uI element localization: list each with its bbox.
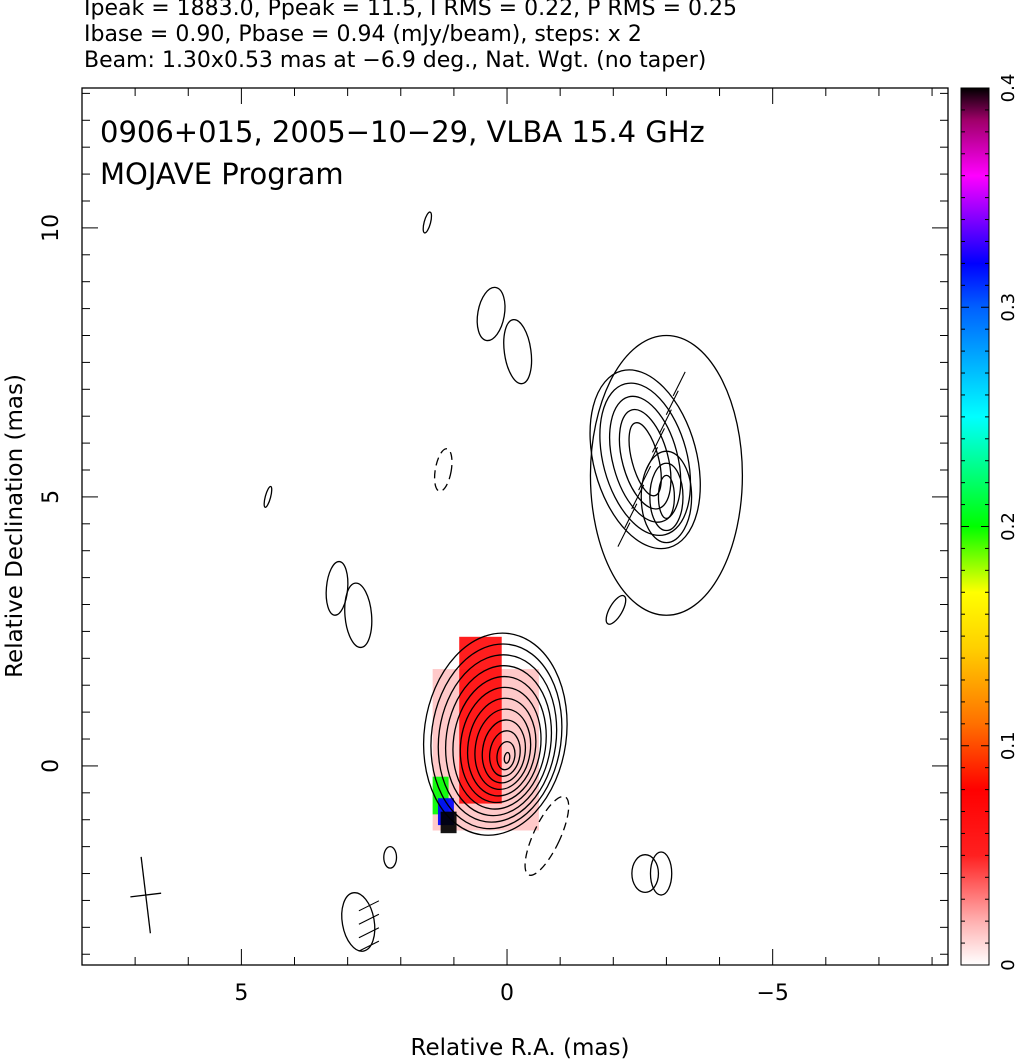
contour-isolated <box>344 582 373 649</box>
plot-frame <box>81 87 949 966</box>
polarization-vector <box>665 390 679 415</box>
polarization-vector <box>651 428 665 453</box>
contour-isolated <box>383 845 398 869</box>
contour-isolated <box>433 448 453 492</box>
contour-core <box>466 697 537 797</box>
contour-isolated <box>631 854 660 894</box>
contour-isolated <box>524 795 570 876</box>
colorbar-ticks: 0 0.1 0.2 0.3 0.4 <box>961 74 1019 971</box>
polarization-vector <box>638 465 652 491</box>
contour-core <box>496 741 516 771</box>
polarization-vector <box>658 409 672 434</box>
contour-core <box>422 632 568 836</box>
contour-core <box>474 708 532 791</box>
contour-isolated <box>263 485 273 508</box>
contour-jet-knot-b <box>640 450 693 544</box>
colorbar-tick-label: 0.3 <box>998 293 1019 322</box>
contour-jet-knot-a <box>599 382 692 537</box>
colorbar-tick-label: 0 <box>998 959 1019 970</box>
axis-ticks: 5 0 −5 0 5 10 <box>39 88 948 1006</box>
contour-isolated <box>503 318 533 385</box>
chart-subtitle: MOJAVE Program <box>100 157 344 191</box>
contour-core <box>437 654 558 823</box>
polarization-layer <box>432 636 539 834</box>
contour-layer <box>263 211 744 952</box>
polarization-vector <box>645 446 659 472</box>
contour-jet-knot-a <box>609 395 682 523</box>
beam-layer <box>130 856 162 934</box>
contour-core <box>444 665 553 817</box>
contour-jet-knot-a <box>628 422 662 497</box>
header-line-1: Ipeak = 1883.0, Ppeak = 11.5, I RMS = 0.… <box>84 0 737 21</box>
contour-isolated <box>649 851 673 896</box>
polarization-vector <box>358 940 380 952</box>
contour-jet-knot-a <box>589 369 701 550</box>
contour-isolated <box>605 594 627 625</box>
contour-isolated <box>325 560 349 616</box>
contour-isolated <box>341 892 376 952</box>
polarization-patch-edge-black <box>440 811 457 834</box>
header-line-2: Ibase = 0.90, Pbase = 0.94 (mJy/beam), s… <box>84 22 642 47</box>
contour-core <box>452 675 547 810</box>
contour-core <box>488 730 521 777</box>
contour-isolated <box>476 286 506 342</box>
contour-core <box>459 686 542 804</box>
header-line-3: Beam: 1.30x0.53 mas at −6.9 deg., Nat. W… <box>84 48 707 73</box>
contour-isolated <box>422 211 433 234</box>
colorbar-tick-label: 0.2 <box>998 512 1019 541</box>
y-tick-label: 5 <box>39 490 64 504</box>
chart-title: 0906+015, 2005−10−29, VLBA 15.4 GHz <box>100 115 705 149</box>
x-tick-label: 0 <box>500 981 514 1006</box>
polarization-vector <box>672 371 686 397</box>
polarization-vector <box>617 522 631 547</box>
y-tick-label: 10 <box>39 214 64 242</box>
colorbar-tick-label: 0.1 <box>998 731 1019 760</box>
contour-jet-envelope <box>589 334 744 616</box>
contour-core <box>430 643 563 830</box>
polarization-vector <box>358 913 380 925</box>
contour-core <box>481 719 527 784</box>
beam-minor-axis <box>130 892 162 898</box>
x-tick-label: 5 <box>234 981 248 1006</box>
y-axis-label: Relative Declination (mas) <box>2 374 28 678</box>
y-tick-label: 0 <box>39 759 64 773</box>
polarization-vector <box>358 900 380 912</box>
x-tick-label: −5 <box>756 981 788 1006</box>
colorbar-tick-label: 0.4 <box>998 74 1019 103</box>
polarization-vector <box>358 927 380 939</box>
x-axis-label: Relative R.A. (mas) <box>411 1035 630 1060</box>
contour-jet-knot-b <box>649 462 684 532</box>
contour-core <box>503 751 511 764</box>
contour-jet-knot-b <box>657 474 676 520</box>
contour-jet-knot-a <box>618 408 672 510</box>
polarization-vector <box>624 503 638 528</box>
polarization-vector <box>631 484 645 510</box>
